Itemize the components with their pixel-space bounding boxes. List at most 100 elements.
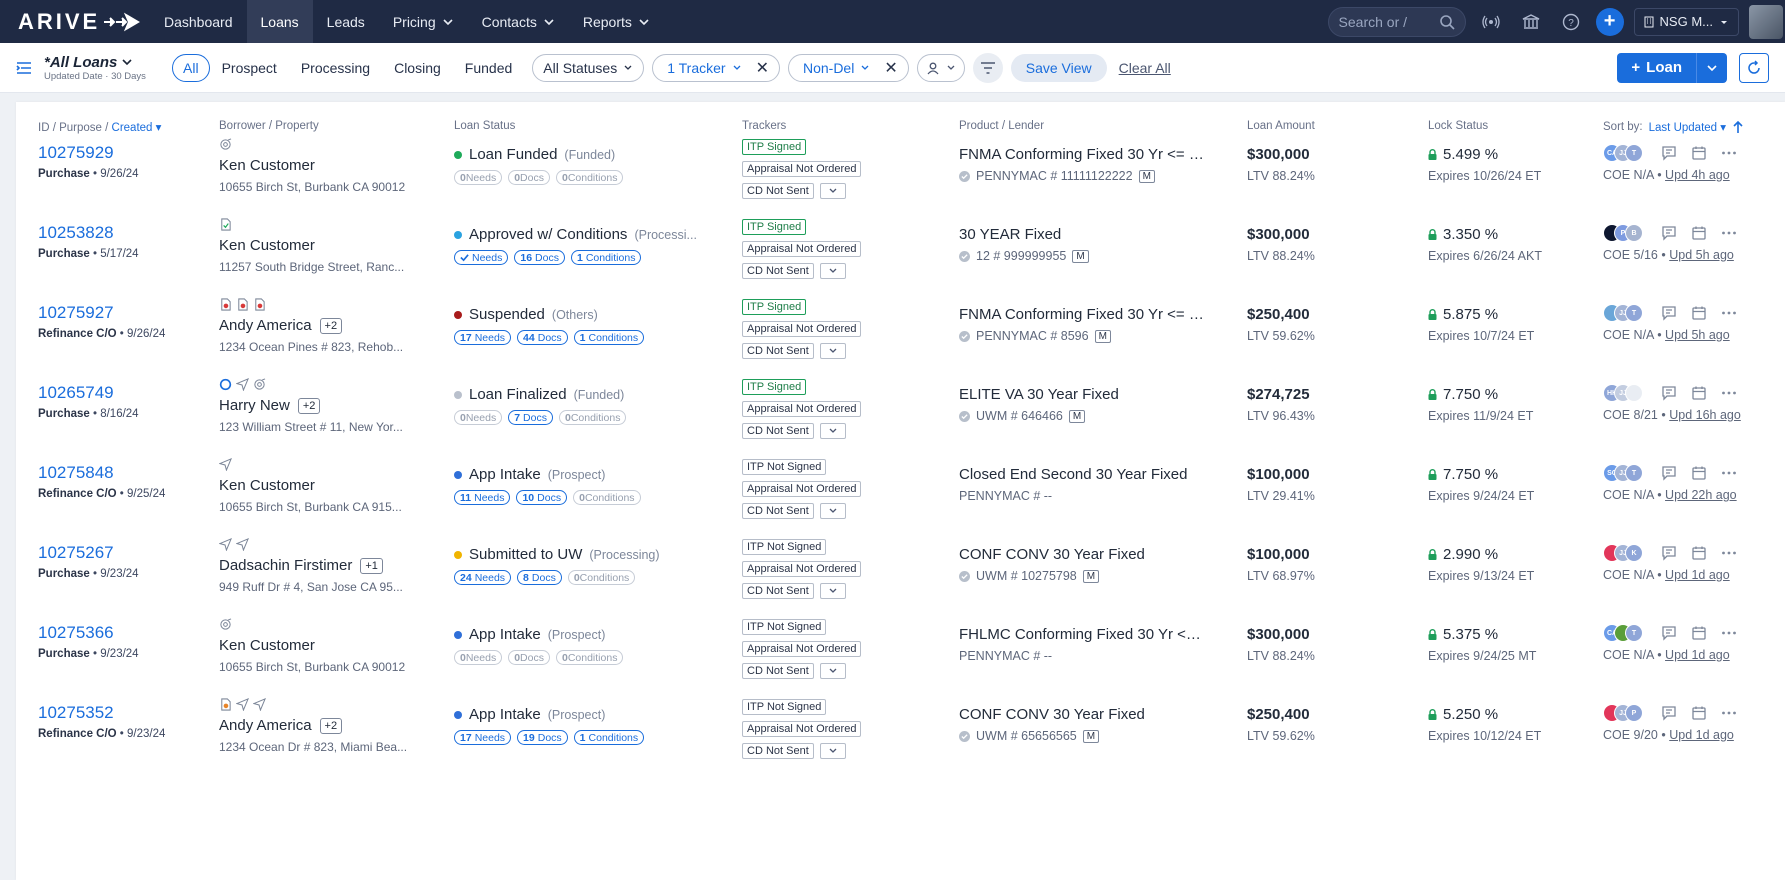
clear-all-link[interactable]: Clear All (1118, 59, 1171, 76)
calendar-icon[interactable] (1691, 225, 1707, 241)
calendar-icon[interactable] (1691, 465, 1707, 481)
borrower-name[interactable]: Ken Customer (219, 237, 315, 254)
last-updated-link[interactable]: Upd 1d ago (1669, 728, 1734, 742)
last-updated-link[interactable]: Upd 22h ago (1665, 488, 1737, 502)
appraisal-tracker[interactable]: Appraisal Not Ordered (742, 641, 862, 657)
conds-chip[interactable]: 0 Conditions (567, 570, 636, 585)
tab-closing[interactable]: Closing (394, 59, 441, 76)
message-icon[interactable] (1661, 465, 1677, 481)
message-icon[interactable] (1661, 705, 1677, 721)
itp-tracker[interactable]: ITP Not Signed (742, 459, 827, 475)
cd-tracker[interactable]: CD Not Sent (742, 583, 814, 599)
calendar-icon[interactable] (1691, 545, 1707, 561)
more-trackers-dropdown[interactable] (819, 743, 846, 759)
more-trackers-dropdown[interactable] (819, 343, 846, 359)
clear-channel-filter-icon[interactable]: ✕ (884, 59, 898, 77)
itp-tracker[interactable]: ITP Signed (742, 299, 807, 315)
cd-tracker[interactable]: CD Not Sent (742, 183, 814, 199)
appraisal-tracker[interactable]: Appraisal Not Ordered (742, 161, 862, 177)
needs-chip[interactable]: 0 Needs (454, 410, 503, 425)
docs-chip[interactable]: 44 Docs (517, 330, 568, 345)
tab-prospect[interactable]: Prospect (221, 59, 277, 76)
docs-chip[interactable]: 19 Docs (517, 730, 568, 745)
message-icon[interactable] (1661, 225, 1677, 241)
more-options-icon[interactable] (1721, 545, 1737, 561)
message-icon[interactable] (1661, 305, 1677, 321)
borrower-name[interactable]: Ken Customer (219, 157, 315, 174)
new-loan-button[interactable]: + Loan (1617, 52, 1727, 83)
more-options-icon[interactable] (1721, 465, 1737, 481)
itp-tracker[interactable]: ITP Signed (742, 379, 807, 395)
message-icon[interactable] (1661, 625, 1677, 641)
message-icon[interactable] (1661, 145, 1677, 161)
message-icon[interactable] (1661, 385, 1677, 401)
appraisal-tracker[interactable]: Appraisal Not Ordered (742, 561, 862, 577)
last-updated-link[interactable]: Upd 16h ago (1669, 408, 1741, 422)
loan-id-link[interactable]: 10275366 (38, 623, 114, 642)
more-options-icon[interactable] (1721, 145, 1737, 161)
conds-chip[interactable]: 0 Conditions (555, 170, 624, 185)
user-avatar[interactable] (1749, 4, 1783, 39)
calendar-icon[interactable] (1691, 705, 1707, 721)
global-search-input[interactable]: Search or / (1327, 6, 1466, 37)
loan-id-link[interactable]: 10275929 (38, 143, 114, 162)
bank-icon[interactable] (1516, 7, 1546, 37)
nav-item-dashboard[interactable]: Dashboard (150, 0, 247, 43)
conds-chip[interactable]: 1 Conditions (570, 250, 642, 265)
cd-tracker[interactable]: CD Not Sent (742, 503, 814, 519)
team-avatars[interactable]: CA JJ T (1603, 144, 1647, 162)
calendar-icon[interactable] (1691, 305, 1707, 321)
loan-id-link[interactable]: 10275927 (38, 303, 114, 322)
calendar-icon[interactable] (1691, 625, 1707, 641)
refresh-button[interactable] (1739, 52, 1769, 83)
last-updated-link[interactable]: Upd 1d ago (1665, 648, 1730, 662)
docs-chip[interactable]: 0 Docs (508, 650, 550, 665)
needs-chip[interactable]: 0 Needs (454, 650, 503, 665)
sort-direction-arrow-icon[interactable] (1732, 120, 1744, 134)
more-trackers-dropdown[interactable] (819, 263, 846, 279)
appraisal-tracker[interactable]: Appraisal Not Ordered (742, 241, 862, 257)
advanced-filter-button[interactable] (972, 52, 1003, 83)
more-options-icon[interactable] (1721, 305, 1737, 321)
docs-chip[interactable]: 8 Docs (517, 570, 562, 585)
cd-tracker[interactable]: CD Not Sent (742, 743, 814, 759)
broadcast-icon[interactable] (1476, 7, 1506, 37)
arive-logo[interactable]: ARIVE (0, 9, 150, 35)
needs-chip[interactable]: Needs (454, 250, 509, 265)
more-trackers-dropdown[interactable] (819, 583, 846, 599)
appraisal-tracker[interactable]: Appraisal Not Ordered (742, 401, 862, 417)
company-selector[interactable]: NSG M... (1633, 7, 1739, 36)
conds-chip[interactable]: 0 Conditions (573, 490, 641, 505)
calendar-icon[interactable] (1691, 145, 1707, 161)
more-options-icon[interactable] (1721, 705, 1737, 721)
cd-tracker[interactable]: CD Not Sent (742, 263, 814, 279)
borrower-name[interactable]: Andy America (219, 717, 312, 734)
header-created-sort[interactable]: Created ▾ (111, 122, 162, 134)
team-avatars[interactable]: SC JJ T (1603, 464, 1647, 482)
message-icon[interactable] (1661, 545, 1677, 561)
more-options-icon[interactable] (1721, 225, 1737, 241)
last-updated-link[interactable]: Upd 1d ago (1665, 568, 1730, 582)
needs-chip[interactable]: 0 Needs (454, 170, 503, 185)
sort-field-dropdown[interactable]: Last Updated ▾ (1648, 122, 1727, 134)
itp-tracker[interactable]: ITP Not Signed (742, 619, 827, 635)
loan-id-link[interactable]: 10275267 (38, 543, 114, 562)
borrower-name[interactable]: Ken Customer (219, 637, 315, 654)
docs-chip[interactable]: 7 Docs (508, 410, 553, 425)
borrower-name[interactable]: Andy America (219, 317, 312, 334)
status-filter-dropdown[interactable]: All Statuses (532, 53, 645, 82)
more-trackers-dropdown[interactable] (819, 423, 846, 439)
new-loan-dropdown[interactable] (1697, 62, 1727, 74)
loan-id-link[interactable]: 10253828 (38, 223, 114, 242)
nav-item-reports[interactable]: Reports (569, 0, 664, 43)
team-avatars[interactable]: JJ T (1603, 304, 1647, 322)
tracker-filter-dropdown[interactable]: 1 Tracker ✕ (652, 53, 780, 82)
team-avatars[interactable]: JJ K (1603, 544, 1647, 562)
quick-add-button[interactable]: + (1595, 7, 1624, 36)
team-avatars[interactable]: JJ P (1603, 704, 1647, 722)
tab-all[interactable]: All (172, 53, 210, 82)
saved-view-selector[interactable]: *All Loans Updated Date · 30 Days (44, 54, 156, 82)
itp-tracker[interactable]: ITP Not Signed (742, 699, 827, 715)
sidebar-toggle-icon[interactable] (16, 60, 32, 76)
